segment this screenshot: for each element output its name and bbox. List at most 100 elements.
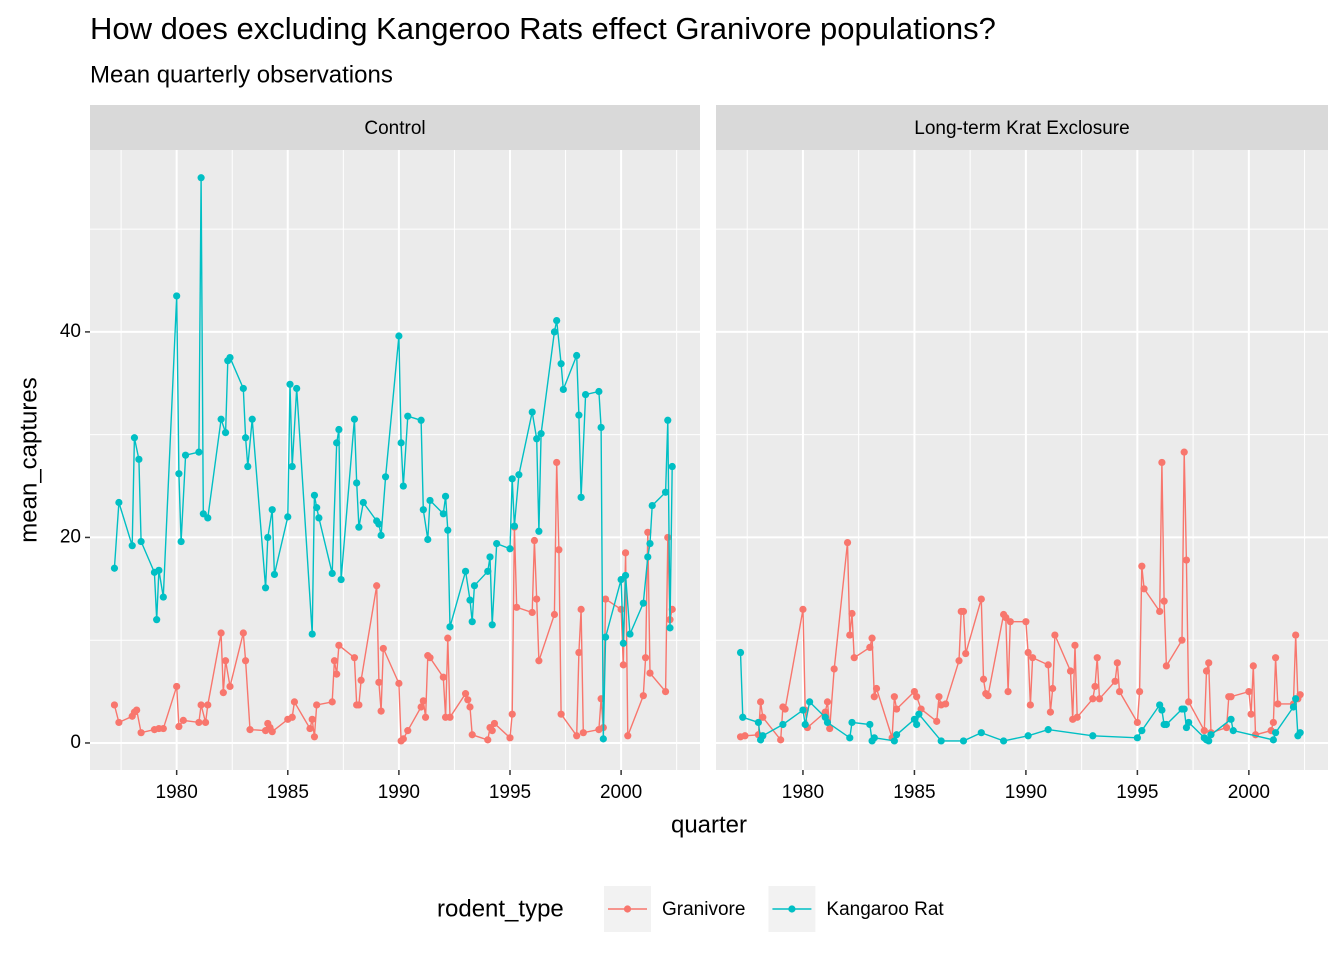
data-point <box>535 527 543 535</box>
data-point <box>181 451 190 459</box>
data-point <box>490 719 499 728</box>
data-point <box>350 654 359 662</box>
data-point <box>308 630 316 638</box>
data-point <box>313 701 321 709</box>
data-point <box>870 693 878 701</box>
data-point <box>959 737 968 745</box>
strip-label: Control <box>364 118 425 139</box>
data-point <box>617 605 625 613</box>
data-point <box>1071 641 1079 649</box>
data-point <box>866 720 874 729</box>
data-point <box>646 669 654 677</box>
data-point <box>486 553 494 561</box>
x-axis-label: quarter <box>671 811 747 838</box>
data-point <box>315 514 323 522</box>
data-point <box>313 504 321 512</box>
data-point <box>137 729 145 737</box>
data-point <box>1026 701 1034 709</box>
data-point <box>1089 695 1097 703</box>
data-point <box>1028 654 1037 662</box>
data-point <box>1051 631 1059 639</box>
data-point <box>550 610 559 619</box>
strip <box>90 105 700 150</box>
panel-background <box>90 150 700 770</box>
data-point <box>806 698 814 706</box>
data-point <box>575 648 583 657</box>
data-point <box>1222 723 1231 732</box>
data-point <box>756 698 765 706</box>
data-point <box>624 732 632 740</box>
data-point <box>799 706 807 714</box>
data-point <box>195 448 203 456</box>
data-point <box>515 471 523 479</box>
data-point <box>557 710 565 718</box>
x-tick-label: 1995 <box>489 782 531 803</box>
data-point <box>935 693 943 701</box>
data-point <box>355 701 363 709</box>
data-point <box>661 488 670 496</box>
data-point <box>1136 687 1144 696</box>
data-point <box>508 710 516 718</box>
strip-label: Long-term Krat Exclosure <box>914 118 1129 139</box>
data-point <box>801 720 809 729</box>
data-point <box>159 724 167 733</box>
data-point <box>175 470 183 478</box>
data-point <box>739 713 747 721</box>
data-point <box>664 533 672 542</box>
data-point <box>1089 732 1097 740</box>
data-point <box>135 455 143 463</box>
data-point <box>646 540 654 548</box>
data-point <box>1205 737 1213 745</box>
data-point <box>846 734 854 742</box>
data-point <box>868 634 876 642</box>
data-point <box>1024 648 1032 657</box>
data-point <box>890 737 898 745</box>
data-point <box>137 537 145 546</box>
data-point <box>913 720 921 729</box>
data-point <box>644 528 652 536</box>
data-point <box>668 462 676 471</box>
data-point <box>850 654 858 662</box>
data-point <box>110 564 119 572</box>
data-point <box>915 710 923 718</box>
data-point <box>1205 659 1213 667</box>
data-point <box>1046 708 1055 716</box>
data-point <box>1227 715 1235 723</box>
data-point <box>333 439 341 447</box>
y-tick-label: 0 <box>70 732 81 753</box>
data-point <box>573 351 581 360</box>
data-point <box>537 430 545 438</box>
data-point <box>446 623 454 631</box>
data-point <box>1185 698 1193 706</box>
data-point <box>261 584 270 592</box>
data-point <box>130 434 139 442</box>
data-point <box>159 593 167 601</box>
data-point <box>559 385 567 394</box>
data-point <box>1180 705 1188 713</box>
data-point <box>621 571 630 580</box>
data-point <box>268 506 276 514</box>
data-point <box>666 624 674 632</box>
data-point <box>664 416 672 424</box>
data-point <box>581 390 590 399</box>
panel-background <box>716 150 1328 770</box>
data-point <box>288 713 296 721</box>
data-point <box>866 643 874 651</box>
data-point <box>601 633 610 641</box>
data-point <box>1066 667 1075 675</box>
data-point <box>977 595 985 603</box>
data-point <box>595 387 603 396</box>
data-point <box>736 648 745 657</box>
data-point <box>461 567 470 575</box>
data-point <box>395 332 403 340</box>
data-point <box>619 661 627 669</box>
data-point <box>555 546 563 554</box>
data-point <box>1227 693 1235 701</box>
data-point <box>1162 662 1170 670</box>
data-point <box>288 462 296 471</box>
data-point <box>575 411 583 419</box>
data-point <box>395 679 403 687</box>
data-point <box>528 608 536 617</box>
data-point <box>293 384 301 393</box>
